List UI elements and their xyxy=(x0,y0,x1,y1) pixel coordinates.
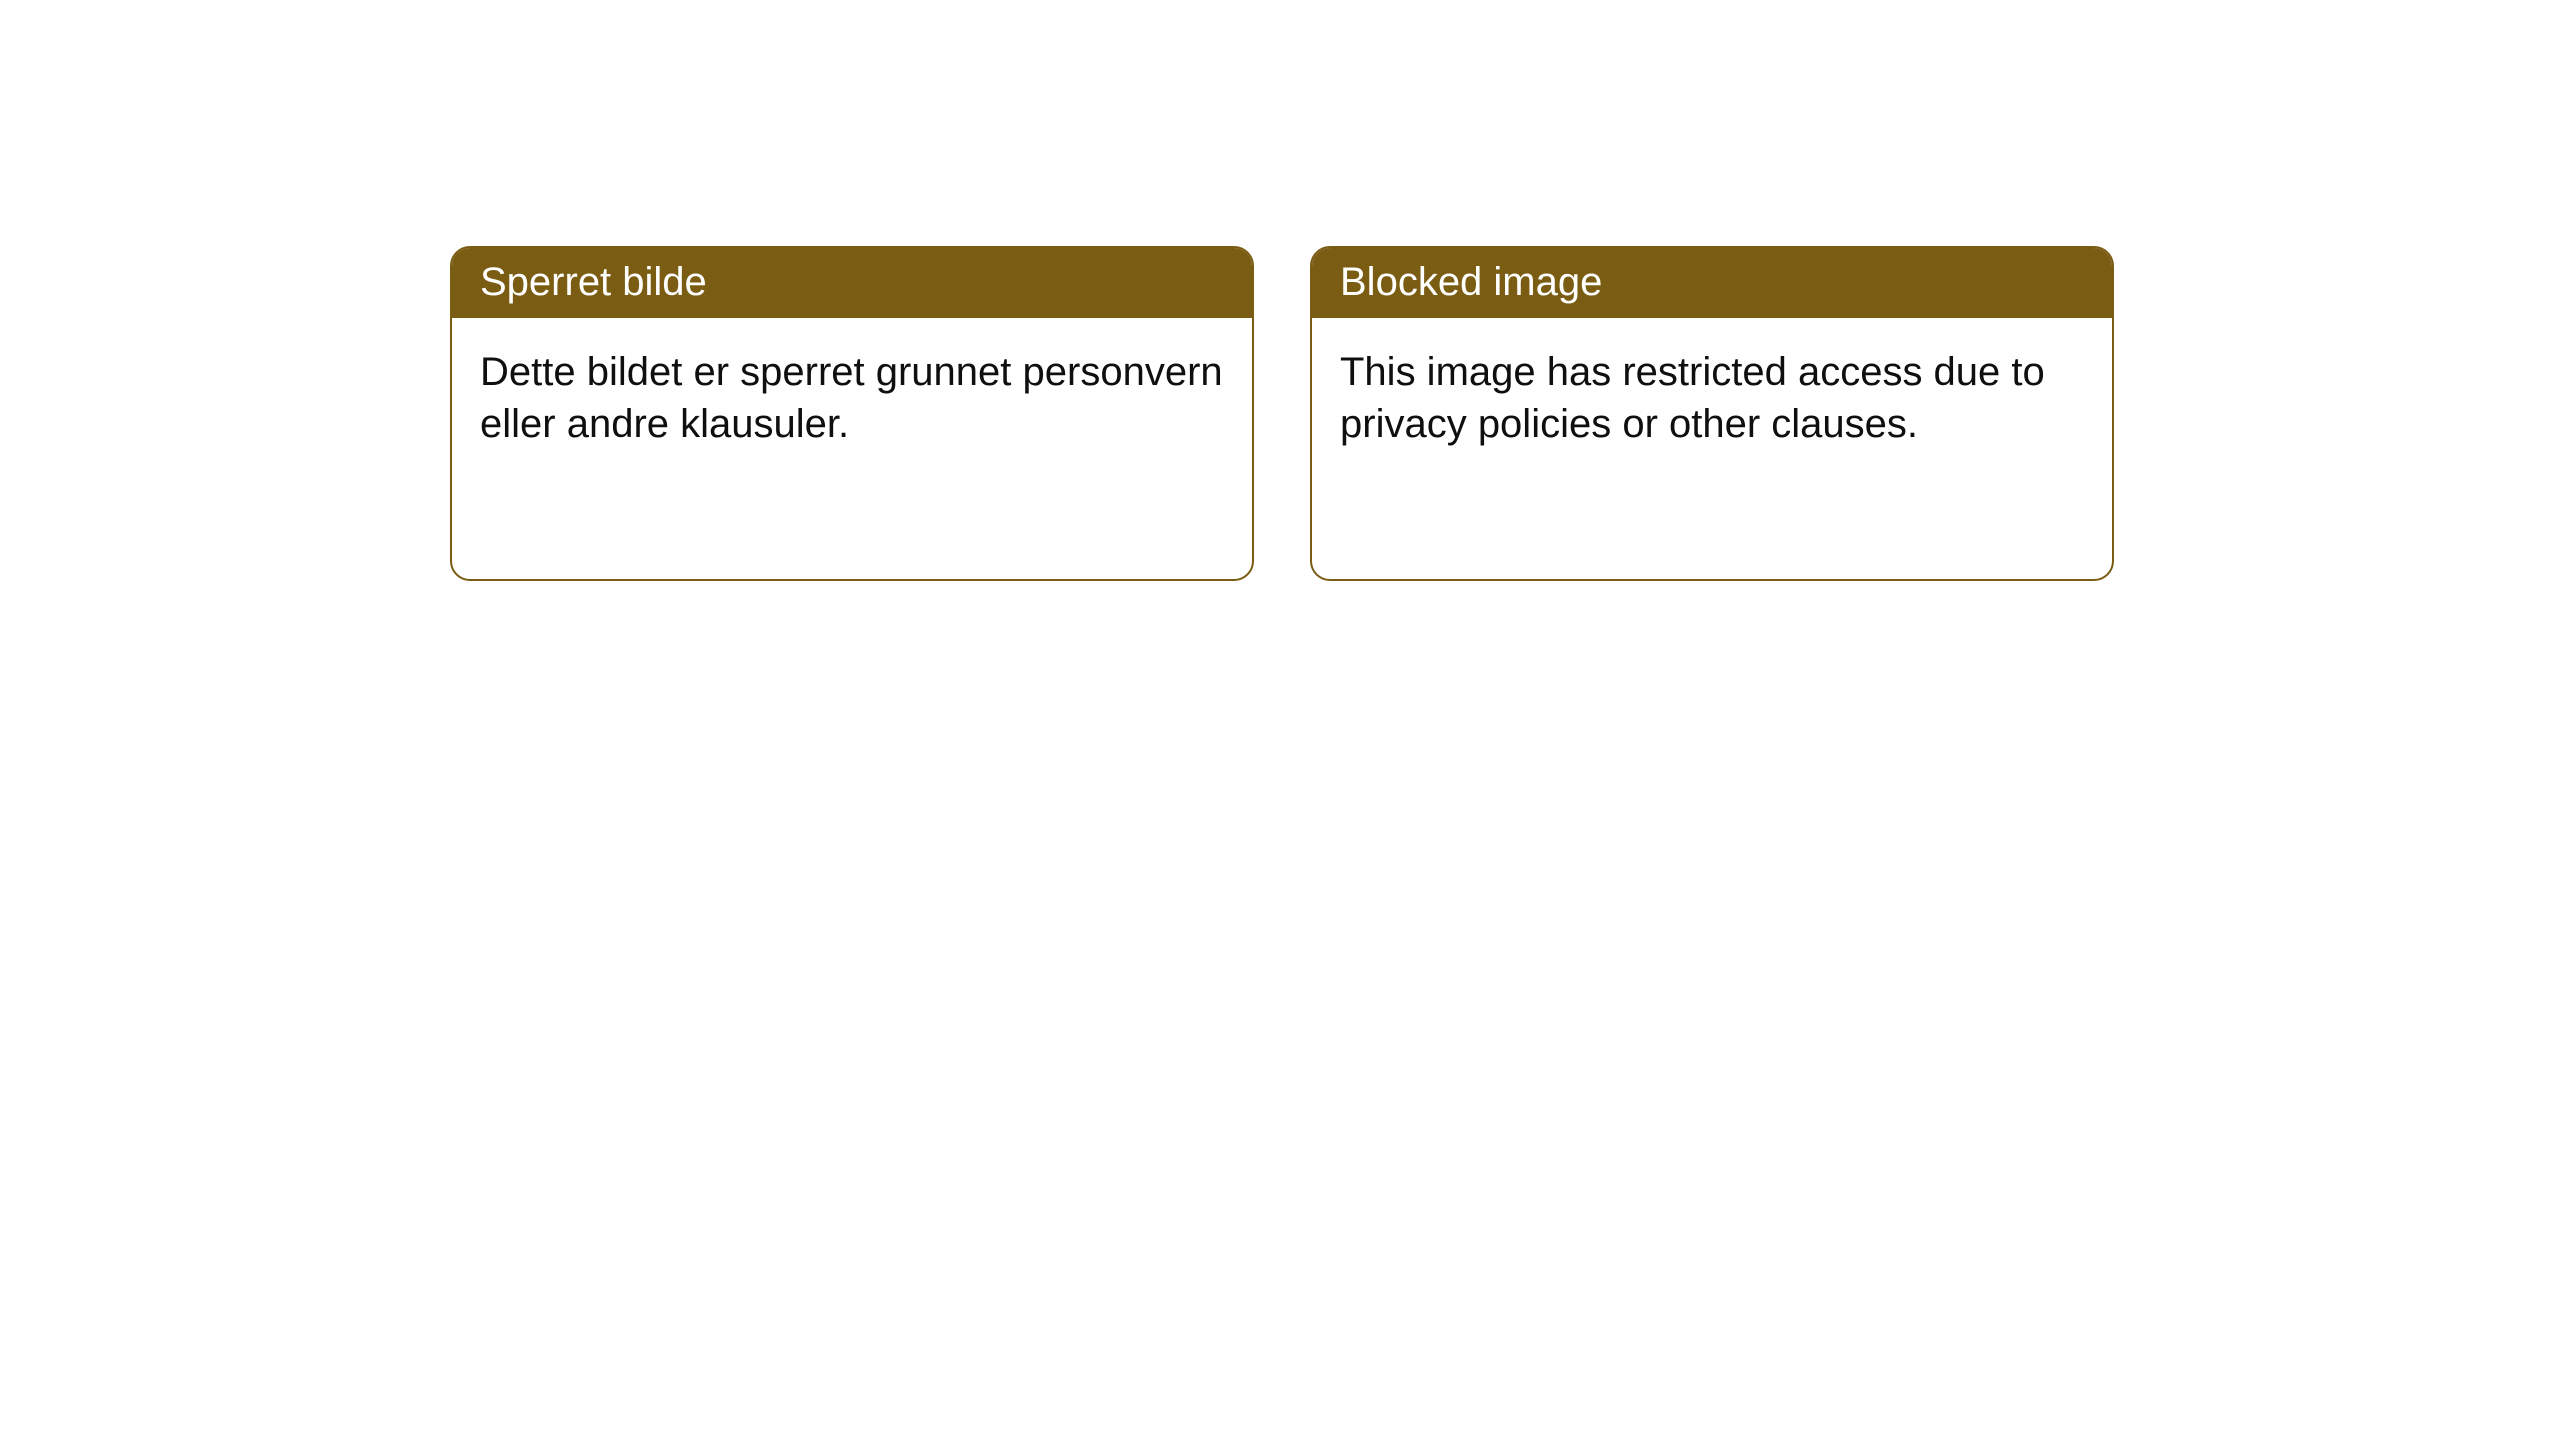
notice-header: Blocked image xyxy=(1312,248,2112,318)
notice-body: This image has restricted access due to … xyxy=(1312,318,2112,478)
notice-body-text: This image has restricted access due to … xyxy=(1340,350,2045,446)
notice-title-text: Blocked image xyxy=(1340,260,1602,304)
notice-card-english: Blocked image This image has restricted … xyxy=(1310,246,2114,581)
notice-cards-container: Sperret bilde Dette bildet er sperret gr… xyxy=(450,246,2114,581)
notice-body-text: Dette bildet er sperret grunnet personve… xyxy=(480,350,1223,446)
notice-body: Dette bildet er sperret grunnet personve… xyxy=(452,318,1252,478)
notice-title-text: Sperret bilde xyxy=(480,260,707,304)
notice-card-norwegian: Sperret bilde Dette bildet er sperret gr… xyxy=(450,246,1254,581)
notice-header: Sperret bilde xyxy=(452,248,1252,318)
